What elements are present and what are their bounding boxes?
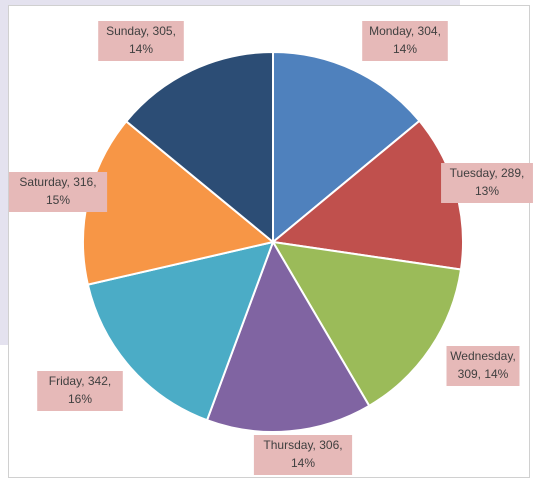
data-label-box xyxy=(446,346,520,386)
data-label: Saturday, 316, 15% xyxy=(19,175,96,207)
data-label: Wednesday, 309, 14% xyxy=(450,349,516,381)
data-label-box xyxy=(253,435,353,475)
pie-slice xyxy=(272,50,421,245)
pie-slice xyxy=(271,240,463,408)
data-label: Sunday, 305, 14% xyxy=(106,24,176,56)
data-label-box xyxy=(8,172,108,212)
data-label: Thursday, 306, 14% xyxy=(263,438,342,470)
pie-slice xyxy=(86,240,275,422)
data-label-box xyxy=(441,163,533,203)
data-label-box xyxy=(362,21,448,61)
data-label: Tuesday, 289, 13% xyxy=(450,166,525,198)
data-label-box xyxy=(37,371,123,411)
pie-slice xyxy=(124,50,274,245)
pie: Monday, 304, 14% Tuesday, 289, 13% Wednesday… xyxy=(8,21,533,475)
pie-slice xyxy=(205,239,371,433)
data-label: Friday, 342, 16% xyxy=(49,374,111,406)
data-label: Monday, 304, 14% xyxy=(369,24,441,56)
data-label-box xyxy=(98,21,184,61)
